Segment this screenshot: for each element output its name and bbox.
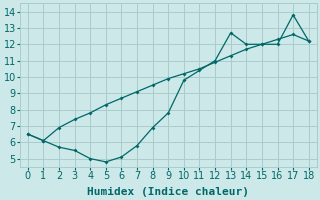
X-axis label: Humidex (Indice chaleur): Humidex (Indice chaleur)	[87, 186, 249, 197]
